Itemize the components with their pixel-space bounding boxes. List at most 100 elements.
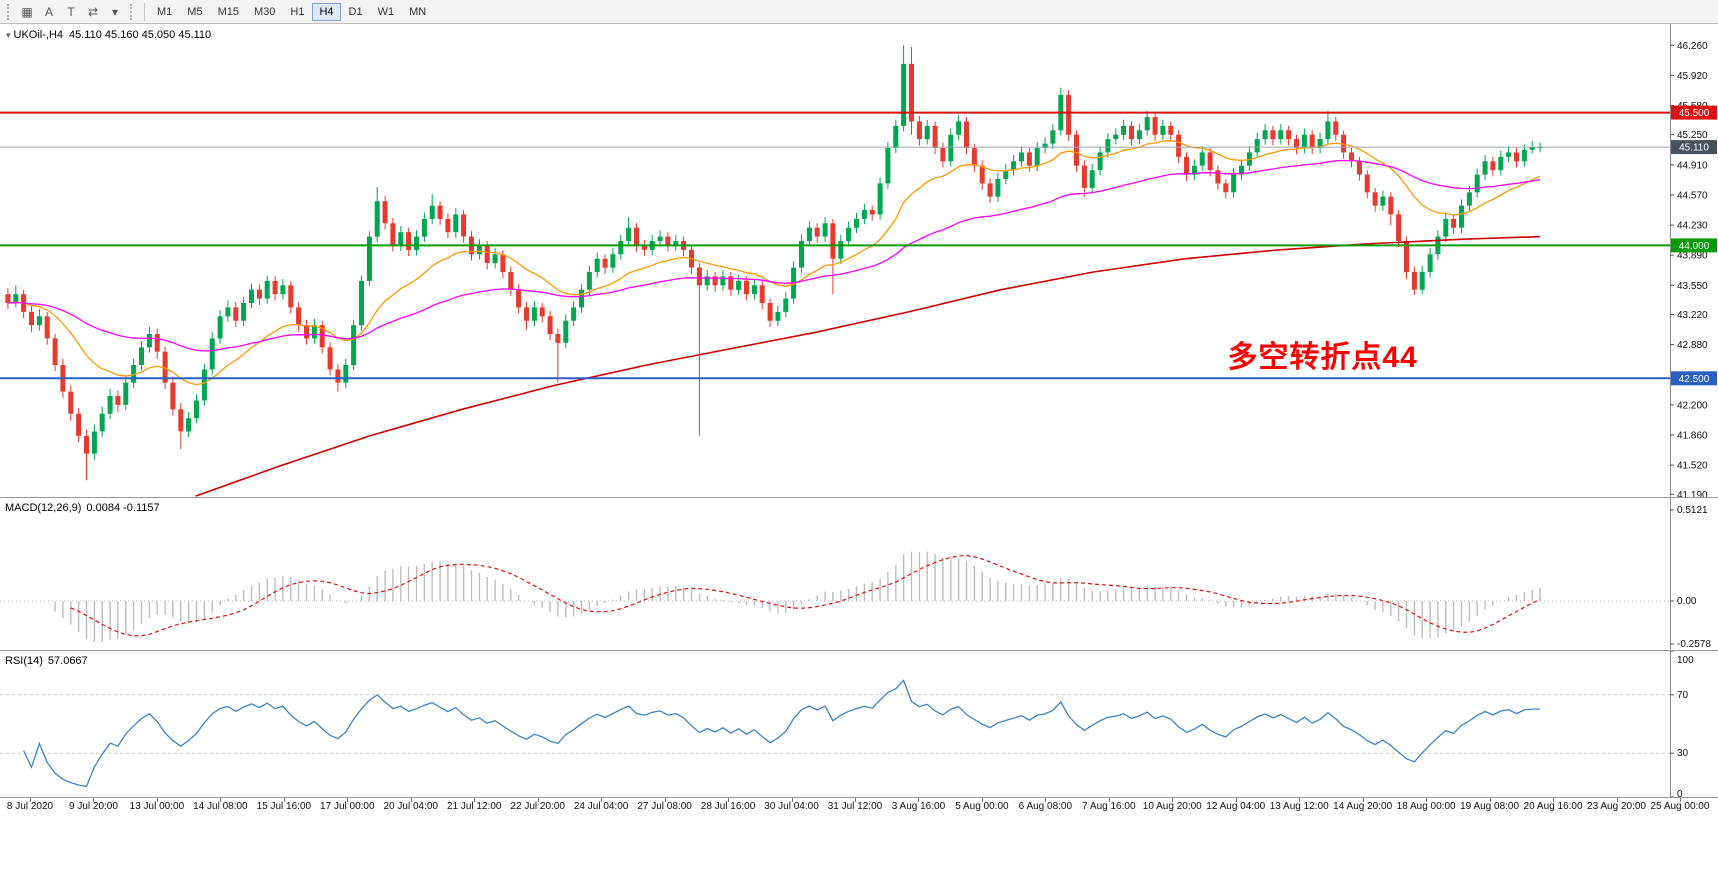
candle-bull <box>610 254 616 268</box>
candle-bear <box>1451 218 1457 228</box>
price-axis-label: 45.920 <box>1677 71 1708 82</box>
time-axis-tick <box>1553 798 1555 802</box>
ma-fast-line[interactable] <box>7 139 1541 386</box>
toolbar-grip[interactable] <box>130 3 135 20</box>
ma-slow-line[interactable] <box>195 235 1541 497</box>
time-axis-tick <box>1045 798 1047 802</box>
symbol-marker-icon: ▾ <box>6 30 11 40</box>
candle-bear <box>728 276 734 290</box>
candle-bull <box>1003 170 1009 180</box>
time-axis-tick <box>30 798 31 802</box>
price-tag-label: 45.500 <box>1679 108 1710 119</box>
frame-tool-icon[interactable]: T <box>67 4 75 19</box>
macd-chart[interactable]: 0.5121 0.00 -0.2578 <box>0 498 1718 650</box>
candle-bear <box>115 396 121 405</box>
candle-bull <box>146 334 152 348</box>
time-axis-tick <box>1235 798 1237 802</box>
ma-mid-line[interactable] <box>7 159 1541 352</box>
candle-bear <box>665 236 671 246</box>
bottom-spacer <box>0 813 1718 893</box>
candle-bull <box>775 311 781 321</box>
candle-bull <box>311 325 317 339</box>
time-axis-tick <box>1362 798 1364 802</box>
candle-bear <box>539 307 545 317</box>
candle-bull <box>1097 152 1103 171</box>
price-tag <box>1671 140 1717 155</box>
candle-bear <box>445 218 451 233</box>
candle-bull <box>476 245 482 255</box>
rsi-chart[interactable]: 100 70 30 0 <box>0 651 1718 797</box>
candle-bear <box>1081 165 1087 188</box>
timeframe-button-m5[interactable]: M5 <box>187 5 203 18</box>
timeframe-button-h4[interactable]: H4 <box>312 2 341 21</box>
time-axis-label: 13 Jul 00:00 <box>129 801 185 812</box>
dropdown-caret-icon[interactable]: ▾ <box>111 4 119 19</box>
candle-bull <box>1262 130 1268 140</box>
candle-bear <box>1388 196 1394 215</box>
text-annotation-icon[interactable]: A <box>44 4 53 19</box>
candle-bull <box>531 307 537 321</box>
time-axis-label: 6 Aug 08:00 <box>1018 801 1073 812</box>
candle-bear <box>759 285 765 303</box>
candle-bull <box>1301 134 1307 148</box>
chart-window-icon[interactable]: ▦ <box>21 4 33 19</box>
candle-bull <box>1482 161 1488 175</box>
timeframe-button-w1[interactable]: W1 <box>377 5 395 18</box>
candle-bear <box>288 285 294 308</box>
candle-bull <box>13 294 19 304</box>
candle-bull <box>1529 147 1535 150</box>
candle-bear <box>602 258 608 268</box>
price-tag-label: 44.000 <box>1679 241 1710 252</box>
timeframe-button-m30[interactable]: M30 <box>253 5 276 18</box>
candle-bear <box>162 351 168 383</box>
price-tag <box>1671 238 1717 253</box>
time-axis-tick <box>1299 798 1301 802</box>
candle-bear <box>170 382 176 410</box>
macd-axis-label: 0.5121 <box>1677 505 1708 516</box>
timeframe-button-h1[interactable]: H1 <box>290 5 305 18</box>
candle-bear <box>1514 152 1519 162</box>
candle-bear <box>1223 183 1229 193</box>
candle-bull <box>492 254 498 264</box>
candle-bear <box>1286 130 1292 140</box>
time-axis-tick <box>537 798 539 802</box>
candle-bear <box>382 201 388 224</box>
timeframe-button-d1[interactable]: D1 <box>348 5 363 18</box>
time-axis-tick <box>347 798 349 802</box>
candle-bull <box>720 276 726 286</box>
timeframe-button-m15[interactable]: M15 <box>217 5 239 18</box>
price-axis-label: 43.220 <box>1677 310 1708 321</box>
candle-bull <box>1474 174 1480 193</box>
candle-bear <box>940 148 946 162</box>
candle-bull <box>107 396 113 414</box>
timeframe-button-mn[interactable]: MN <box>409 5 427 18</box>
symbol-title: UKOil-,H4 <box>13 29 64 41</box>
toolbar-grip[interactable] <box>7 3 12 20</box>
time-axis-tick <box>410 798 412 802</box>
time-axis-label: 14 Aug 20:00 <box>1333 801 1393 812</box>
candlestick-chart[interactable]: 46.26045.92045.58045.25044.91044.57044.2… <box>0 24 1718 497</box>
candle-bear <box>390 223 396 246</box>
candle-bull <box>131 365 137 383</box>
candle-bear <box>508 272 514 290</box>
candle-bear <box>319 325 325 348</box>
candle-bear <box>814 227 820 237</box>
timeframe-toolbar: M1 M5 M15 M30 H1 H4 D1 W1 MN <box>150 2 433 21</box>
candle-bear <box>484 245 490 264</box>
candle-bull <box>1019 152 1024 162</box>
candle-bear <box>1333 121 1339 135</box>
price-axis-label: 46.260 <box>1677 41 1708 52</box>
candle-bear <box>712 276 718 286</box>
cycle-symbols-icon[interactable]: ⇄ <box>87 4 99 19</box>
price-tag <box>1671 105 1717 120</box>
candle-bear <box>154 334 160 352</box>
timeframe-button-m1[interactable]: M1 <box>157 5 173 18</box>
time-axis-tick <box>1172 798 1174 802</box>
annotation-text[interactable]: 多空转折点44 <box>1227 341 1418 375</box>
candle-bull <box>838 241 844 259</box>
candle-bull <box>1317 139 1323 148</box>
time-axis-tick <box>1679 798 1681 802</box>
time-axis-label: 23 Aug 20:00 <box>1587 801 1646 812</box>
time-axis-tick <box>728 798 730 802</box>
time-axis[interactable]: 8 Jul 2020 9 Jul 20:00 13 Jul 00:00 14 Jul … <box>0 797 1718 813</box>
